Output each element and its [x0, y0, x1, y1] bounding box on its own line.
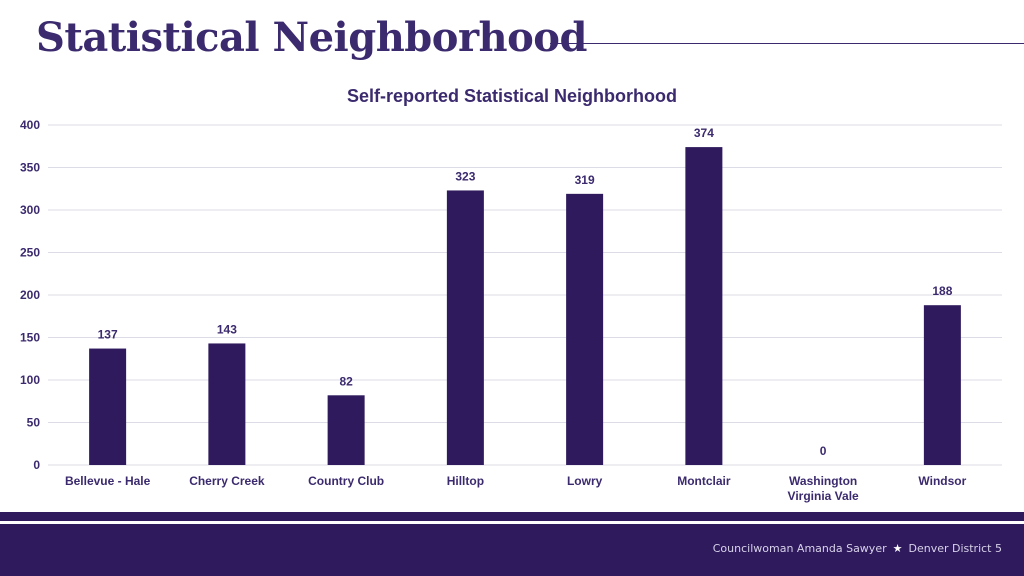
bar — [566, 193, 604, 465]
data-label: 82 — [339, 374, 353, 388]
bar — [208, 343, 246, 465]
bar — [327, 395, 365, 465]
data-label: 319 — [575, 173, 595, 187]
bar — [685, 147, 723, 465]
footer-district: Denver District 5 — [908, 542, 1002, 555]
title-divider — [550, 43, 1024, 44]
y-tick-label: 50 — [27, 416, 41, 430]
x-tick-label: Bellevue - Hale — [65, 474, 151, 488]
data-label: 143 — [217, 322, 237, 336]
footer-credit: Councilwoman Amanda Sawyer ★ Denver Distri… — [713, 542, 1002, 555]
bar — [446, 190, 484, 465]
data-label: 374 — [694, 126, 714, 140]
y-tick-label: 150 — [20, 331, 40, 345]
data-label: 0 — [820, 444, 827, 458]
bar-chart: 0 50 100 150 200 250 300 350 400 137 Bellevue - Ha… — [20, 118, 1002, 503]
page-title: Statistical Neighborhood — [36, 14, 587, 61]
footer-stripe — [0, 512, 1024, 521]
x-tick-label: Hilltop — [447, 474, 484, 488]
x-tick-label: Washington — [789, 474, 857, 488]
footer-bar: Councilwoman Amanda Sawyer ★ Denver Distri… — [0, 524, 1024, 576]
footer-name: Councilwoman Amanda Sawyer — [712, 542, 887, 555]
bar — [89, 348, 127, 465]
x-tick-label: Lowry — [567, 474, 603, 488]
data-label: 137 — [98, 328, 118, 342]
y-tick-label: 400 — [20, 118, 40, 132]
bar — [923, 305, 961, 465]
y-tick-label: 250 — [20, 246, 40, 260]
star-icon: ★ — [892, 542, 903, 555]
y-tick-label: 0 — [33, 458, 40, 472]
y-tick-label: 100 — [20, 373, 40, 387]
y-tick-label: 300 — [20, 203, 40, 217]
x-tick-label: Montclair — [677, 474, 731, 488]
y-tick-label: 200 — [20, 288, 40, 302]
y-tick-label: 350 — [20, 161, 40, 175]
data-label: 188 — [932, 284, 952, 298]
x-tick-label: Country Club — [308, 474, 384, 488]
x-tick-label: Virginia Vale — [788, 489, 859, 503]
x-tick-label: Windsor — [918, 474, 966, 488]
data-label: 323 — [455, 169, 475, 183]
chart-title: Self-reported Statistical Neighborhood — [346, 86, 678, 106]
x-tick-label: Cherry Creek — [189, 474, 265, 488]
